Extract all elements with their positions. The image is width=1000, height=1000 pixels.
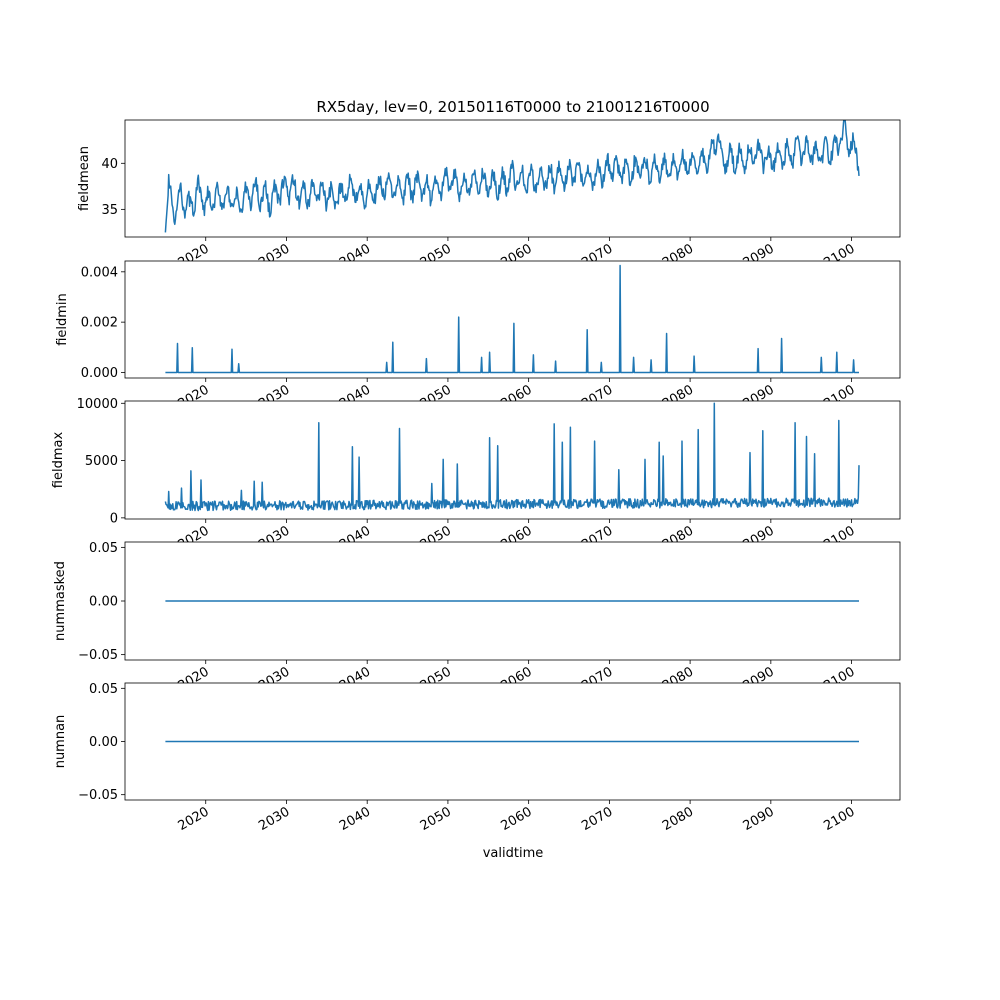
- x-tick-label: 2090: [741, 804, 777, 834]
- axes-frame: [124, 400, 901, 520]
- y-axis-label: fieldmean: [77, 146, 92, 211]
- y-tick-label: 0.05: [89, 682, 118, 697]
- y-axis-label: fieldmin: [55, 293, 70, 346]
- y-tick-label: 0.00: [89, 595, 118, 610]
- y-axis-label: nummasked: [53, 561, 68, 641]
- panel-numnan: −0.05 0.00 0.05 numnan 2020 2030 2040 2050 2060 2…: [0, 682, 1000, 834]
- x-tick-label: 2060: [498, 804, 534, 834]
- overlap-mask: [0, 261, 1000, 301]
- overlap-mask: [0, 542, 1000, 582]
- y-tick-label: 0.00: [89, 735, 118, 750]
- series-line-fieldmin: [165, 264, 860, 374]
- y-tick-label: −0.05: [78, 648, 118, 663]
- axes-frame: [124, 260, 901, 379]
- series-line-fieldmax: [164, 402, 860, 512]
- x-tick-label: 2020: [176, 804, 212, 834]
- axes-frame: [124, 119, 901, 238]
- series-line-fieldmean: [164, 120, 860, 233]
- y-tick-label: 0.05: [89, 541, 118, 556]
- subplot-stack: 35 40 fieldmean 2020 2030 2040 2050 2060 2070 208…: [0, 119, 1000, 834]
- x-tick-label: 2030: [256, 804, 292, 834]
- x-axis-label: validtime: [483, 846, 544, 861]
- y-tick-label: 40: [101, 157, 118, 172]
- overlap-mask: [0, 401, 1000, 441]
- x-tick-label: 2100: [821, 804, 857, 834]
- x-tick-label: 2050: [418, 804, 454, 834]
- y-tick-label: 0: [110, 511, 118, 526]
- y-tick-label: 5000: [85, 454, 118, 469]
- x-tick-label: 2070: [579, 804, 615, 834]
- overlap-mask: [0, 683, 1000, 723]
- y-tick-label: 10000: [77, 397, 118, 412]
- y-tick-label: 35: [101, 203, 118, 218]
- x-tick-label: 2040: [337, 804, 373, 834]
- y-axis-label: fieldmax: [51, 432, 66, 489]
- chart-title: RX5day, lev=0, 20150116T0000 to 21001216…: [316, 98, 709, 116]
- y-tick-label: 0.002: [81, 316, 118, 331]
- y-tick-label: −0.05: [78, 788, 118, 803]
- y-tick-label: 0.004: [81, 265, 118, 280]
- x-tick-label: 2080: [660, 804, 696, 834]
- y-tick-label: 0.000: [81, 366, 118, 381]
- y-axis-label: numnan: [53, 715, 68, 769]
